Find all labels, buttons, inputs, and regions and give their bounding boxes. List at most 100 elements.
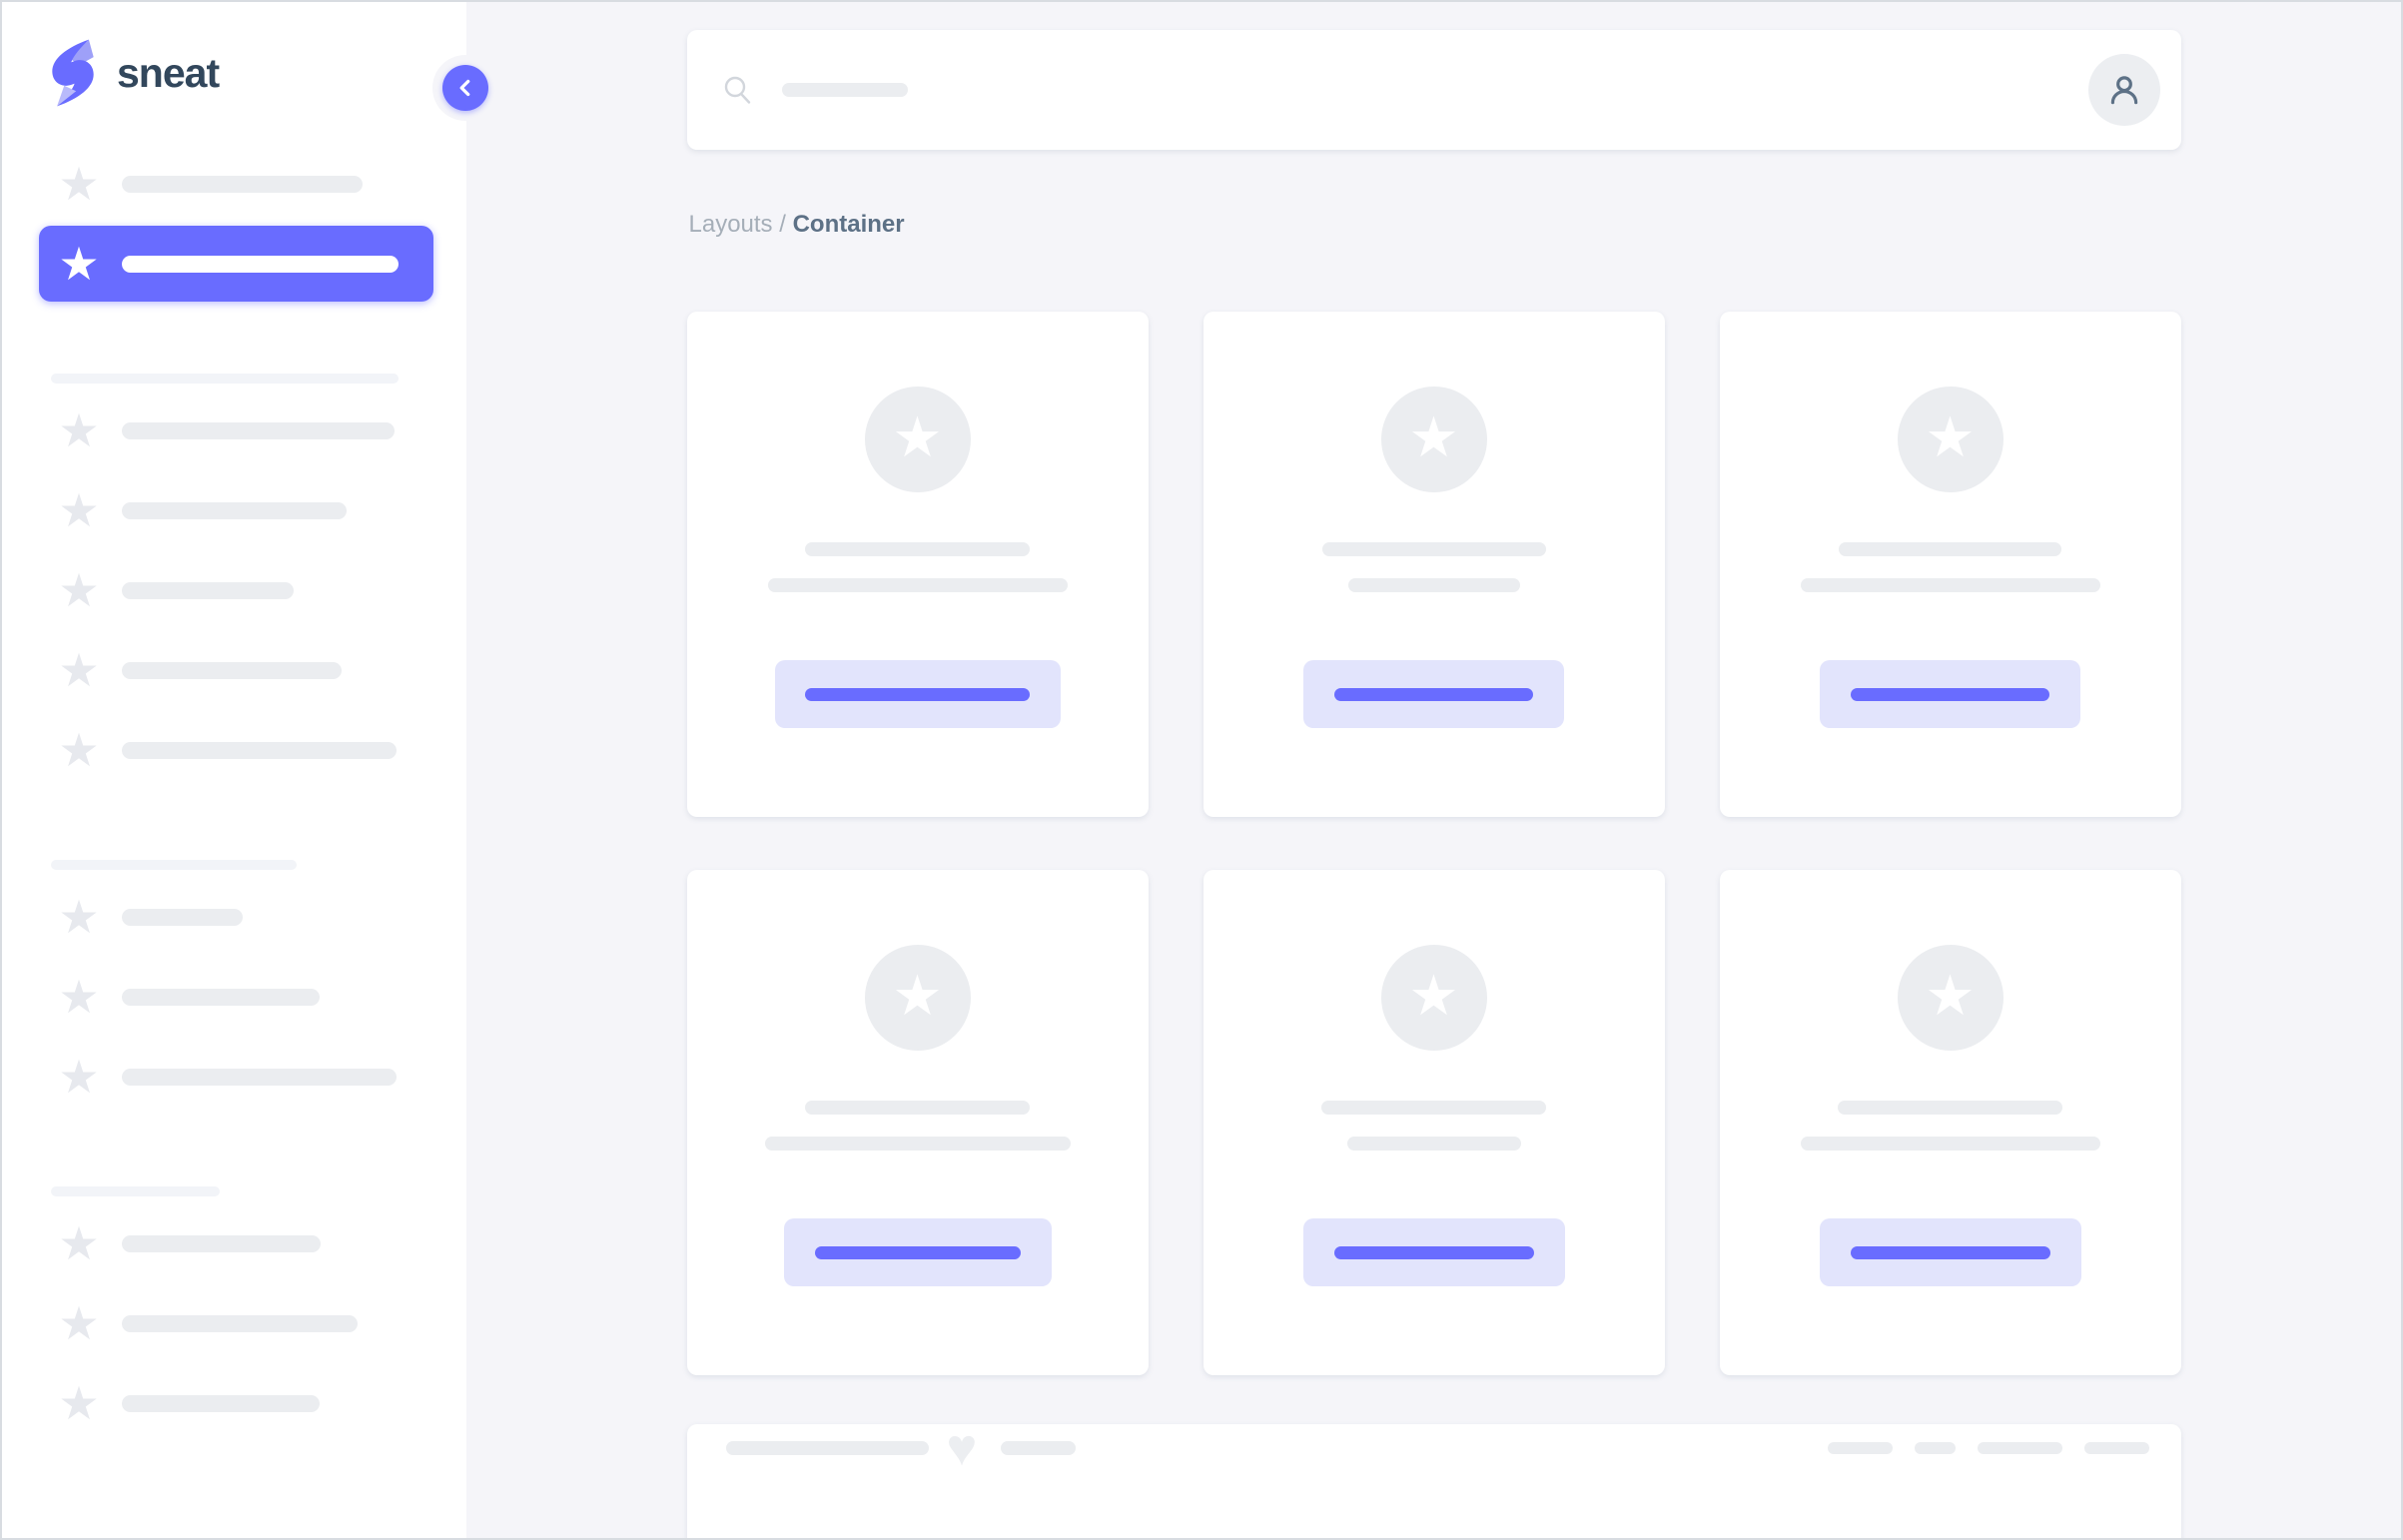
sidebar-item-label-skeleton <box>122 908 243 926</box>
skeleton-line <box>1838 1101 2062 1115</box>
sidebar-section-divider <box>51 1186 220 1196</box>
skeleton-line <box>1800 1137 2100 1151</box>
brand: sneat <box>2 2 466 144</box>
star-icon: ★ <box>58 238 100 290</box>
breadcrumb-page: Container <box>792 211 905 238</box>
main-area: Layouts / Container ★ ★ ★ <box>466 2 2401 1538</box>
star-icon: ★ <box>58 564 100 616</box>
skeleton-line <box>1321 542 1546 556</box>
sidebar-item[interactable]: ★ <box>2 470 466 550</box>
card-action-button[interactable] <box>1302 1218 1565 1286</box>
star-icon: ★ <box>58 971 100 1023</box>
button-label-skeleton <box>1850 1245 2050 1259</box>
star-badge: ★ <box>1897 386 2003 492</box>
star-icon: ★ <box>58 644 100 696</box>
sidebar-item-active[interactable]: ★ <box>39 226 433 302</box>
star-icon: ★ <box>58 484 100 536</box>
sidebar-item[interactable]: ★ <box>2 550 466 630</box>
sidebar-item-label-skeleton <box>122 581 294 599</box>
skeleton-line <box>1001 1441 1077 1455</box>
sidebar-item[interactable]: ★ <box>2 390 466 470</box>
skeleton-line <box>1346 1137 1521 1151</box>
sidebar-item[interactable]: ★ <box>2 957 466 1037</box>
placeholder-card: ★ <box>1719 312 2181 817</box>
pagination-dashes <box>1827 1442 2149 1454</box>
star-icon: ★ <box>1925 964 1976 1027</box>
sidebar-item[interactable]: ★ <box>2 1037 466 1117</box>
star-badge: ★ <box>1897 945 2003 1051</box>
button-label-skeleton <box>1851 687 2049 701</box>
card-action-button[interactable] <box>783 1218 1052 1286</box>
placeholder-card: ★ <box>686 870 1149 1375</box>
star-icon: ★ <box>58 158 100 210</box>
skeleton-line <box>805 542 1030 556</box>
bottom-card-row: ♥ <box>725 1419 2149 1477</box>
sidebar-item[interactable]: ★ <box>2 1203 466 1283</box>
sidebar-section-divider <box>51 374 399 384</box>
pagination-dash[interactable] <box>2083 1442 2149 1454</box>
star-icon: ★ <box>892 964 943 1027</box>
star-icon: ★ <box>58 1297 100 1349</box>
brand-name: sneat <box>117 49 220 96</box>
skeleton-line <box>767 578 1068 592</box>
star-icon: ★ <box>1408 405 1459 468</box>
star-badge: ★ <box>864 945 971 1051</box>
skeleton-line <box>1839 542 2061 556</box>
sidebar-item-label-skeleton <box>122 255 399 273</box>
sidebar: sneat ★ ★ ★ ★ ★ ★ ★ <box>2 2 498 1538</box>
sidebar-item-label-skeleton <box>122 988 320 1006</box>
sidebar-item[interactable]: ★ <box>2 710 466 790</box>
star-icon: ★ <box>1408 964 1459 1027</box>
sidebar-item-label-skeleton <box>122 175 363 193</box>
skeleton-line <box>1800 578 2100 592</box>
sidebar-item[interactable]: ★ <box>2 877 466 957</box>
sidebar-item[interactable]: ★ <box>2 144 466 224</box>
search-bar[interactable] <box>686 30 2181 150</box>
sidebar-item-label-skeleton <box>122 1394 320 1412</box>
pagination-dash[interactable] <box>1977 1442 2062 1454</box>
skeleton-line <box>1321 1101 1546 1115</box>
card-action-button[interactable] <box>1819 1218 2081 1286</box>
placeholder-card: ★ <box>1719 870 2181 1375</box>
star-icon: ★ <box>1925 405 1976 468</box>
card-action-button[interactable] <box>1303 660 1564 728</box>
button-label-skeleton <box>1334 687 1533 701</box>
star-badge: ★ <box>864 386 971 492</box>
button-label-skeleton <box>805 687 1030 701</box>
sidebar-item-label-skeleton <box>122 1234 321 1252</box>
sidebar-collapse-button[interactable] <box>432 55 498 121</box>
sidebar-item[interactable]: ★ <box>2 1363 466 1443</box>
star-icon: ★ <box>58 891 100 943</box>
skeleton-line <box>725 1441 929 1455</box>
card-action-button[interactable] <box>1820 660 2080 728</box>
skeleton-line <box>764 1137 1071 1151</box>
card-action-button[interactable] <box>774 660 1061 728</box>
chevron-left-icon <box>442 65 488 111</box>
sidebar-item-label-skeleton <box>122 1068 397 1086</box>
star-badge: ★ <box>1380 386 1487 492</box>
placeholder-card: ★ <box>686 312 1149 817</box>
star-icon: ★ <box>58 724 100 776</box>
star-badge: ★ <box>1380 945 1487 1051</box>
pagination-dash[interactable] <box>1827 1442 1893 1454</box>
breadcrumb-section[interactable]: Layouts <box>688 211 773 238</box>
search-placeholder-skeleton <box>781 83 908 97</box>
heart-icon[interactable]: ♥ <box>946 1419 978 1477</box>
button-label-skeleton <box>1333 1245 1534 1259</box>
sidebar-menu: ★ ★ ★ ★ ★ ★ ★ ★ ★ ★ ★ <box>2 144 466 1443</box>
pagination-dash[interactable] <box>1914 1442 1956 1454</box>
sidebar-item-label-skeleton <box>122 421 395 439</box>
card-grid: ★ ★ ★ ★ <box>686 312 2181 1375</box>
sidebar-item-label-skeleton <box>122 661 342 679</box>
star-icon: ★ <box>58 1051 100 1103</box>
sidebar-item-label-skeleton <box>122 1314 358 1332</box>
sidebar-item[interactable]: ★ <box>2 630 466 710</box>
user-avatar-button[interactable] <box>2087 54 2160 126</box>
star-icon: ★ <box>58 404 100 456</box>
skeleton-line <box>1347 578 1520 592</box>
bottom-card: ♥ <box>686 1419 2181 1538</box>
breadcrumb-separator: / <box>779 211 786 238</box>
placeholder-card: ★ <box>1202 870 1665 1375</box>
sidebar-item[interactable]: ★ <box>2 1283 466 1363</box>
